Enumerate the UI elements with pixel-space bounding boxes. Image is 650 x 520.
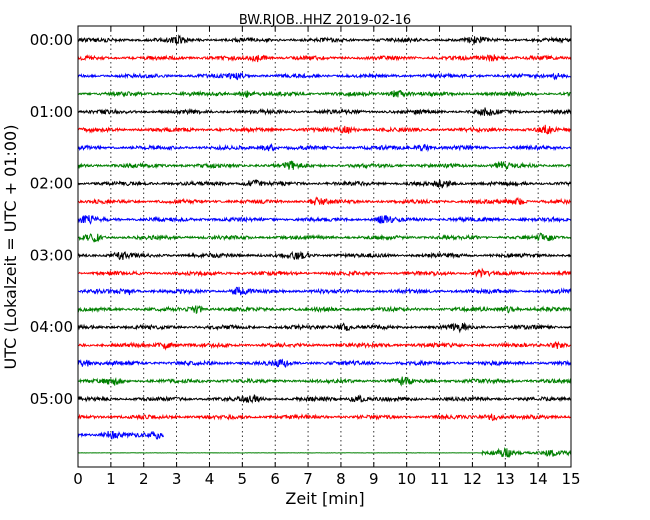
- x-tick-label: 6: [270, 470, 280, 488]
- trace-04:30: [77, 358, 572, 368]
- traces-group: [77, 34, 572, 459]
- trace-03:15: [77, 267, 572, 279]
- x-tick-label: 4: [205, 470, 215, 488]
- x-tick-label: 9: [369, 470, 379, 488]
- x-tick-label: 11: [430, 470, 449, 488]
- trace-02:45: [77, 232, 572, 244]
- x-tick-label: 7: [303, 470, 313, 488]
- x-tick-label: 12: [463, 470, 482, 488]
- trace-03:30: [77, 286, 572, 296]
- x-axis-label: Zeit [min]: [285, 489, 364, 508]
- x-tick-label: 1: [106, 470, 116, 488]
- grid: [110, 26, 539, 467]
- trace-05:00: [77, 394, 572, 404]
- plot-frame: [77, 25, 572, 468]
- y-tick-label: 02:00: [30, 175, 73, 193]
- x-tick-label: 2: [139, 470, 149, 488]
- x-tick-label: 8: [336, 470, 346, 488]
- trace-02:15: [77, 196, 572, 206]
- trace-00:30: [77, 71, 572, 81]
- trace-00:45: [77, 89, 572, 98]
- trace-04:00: [77, 321, 572, 334]
- x-tick-label: 15: [561, 470, 580, 488]
- chart-title: BW.RJOB..HHZ 2019-02-16: [239, 13, 411, 28]
- trace-01:30: [77, 142, 572, 153]
- trace-03:45: [77, 305, 572, 315]
- y-tick-label: 04:00: [30, 318, 73, 336]
- x-tick-label: 5: [238, 470, 248, 488]
- trace-02:00: [77, 179, 572, 189]
- trace-02:30: [77, 214, 572, 225]
- trace-04:15: [77, 340, 572, 351]
- y-tick-label: 01:00: [30, 103, 73, 121]
- x-tick-label: 14: [529, 470, 548, 488]
- trace-05:15: [77, 413, 572, 422]
- trace-05:30: [77, 430, 164, 440]
- trace-03:00: [77, 250, 572, 261]
- trace-05:45: [77, 447, 572, 459]
- trace-00:15: [77, 54, 572, 63]
- x-tick-label: 13: [496, 470, 515, 488]
- y-axis-label: UTC (Lokalzeit = UTC + 01:00): [1, 125, 20, 370]
- x-tick-label: 10: [397, 470, 416, 488]
- trace-01:00: [77, 107, 572, 117]
- y-tick-label: 05:00: [30, 390, 73, 408]
- trace-01:15: [77, 124, 572, 135]
- x-tick-label: 3: [172, 470, 182, 488]
- y-tick-label: 00:00: [30, 31, 73, 49]
- y-axis: 00:00 01:00 02:00 03:00 04:00 05:00: [30, 31, 571, 408]
- trace-00:00: [77, 34, 572, 45]
- x-tick-label: 0: [73, 470, 83, 488]
- y-tick-label: 03:00: [30, 246, 73, 264]
- x-axis: 0 1 2 3 4 5 6 7 8 9 10 11 12 13 14 15: [73, 26, 581, 488]
- trace-01:45: [77, 160, 572, 171]
- trace-04:45: [77, 376, 572, 387]
